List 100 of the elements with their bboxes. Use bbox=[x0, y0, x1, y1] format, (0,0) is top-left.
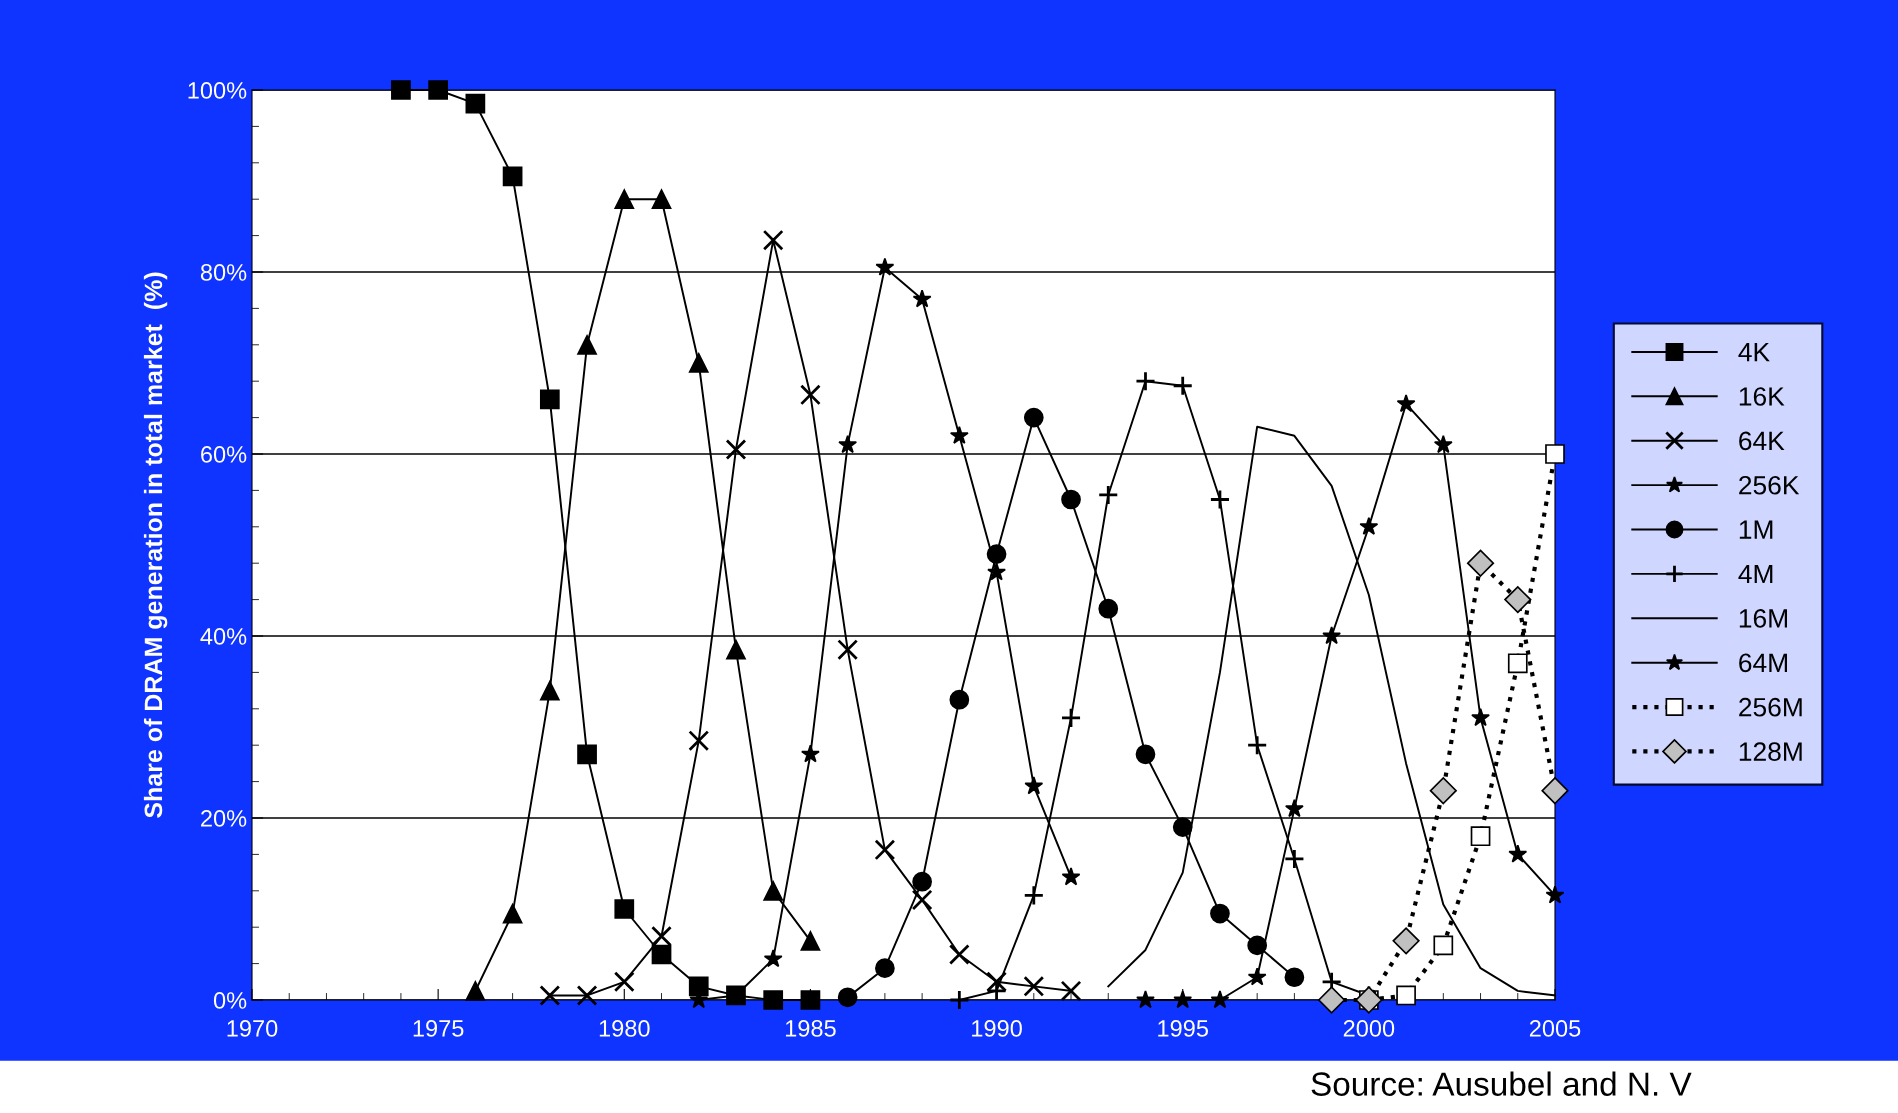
point bbox=[1545, 885, 1565, 904]
point bbox=[1396, 394, 1416, 413]
point bbox=[577, 334, 597, 355]
point bbox=[875, 958, 895, 979]
point bbox=[576, 985, 598, 1006]
point bbox=[613, 971, 635, 993]
point bbox=[874, 839, 896, 861]
point bbox=[875, 257, 895, 276]
point bbox=[763, 990, 784, 1010]
point bbox=[502, 166, 523, 187]
point bbox=[1355, 986, 1383, 1014]
point bbox=[614, 189, 635, 210]
point bbox=[428, 80, 449, 100]
point bbox=[1172, 817, 1193, 837]
x-tick-label: 1985 bbox=[785, 1020, 836, 1037]
legend-label: 256K bbox=[1739, 475, 1800, 495]
point bbox=[614, 899, 635, 919]
point bbox=[1172, 375, 1194, 397]
legend-label: 256M bbox=[1739, 697, 1802, 717]
y-tick-label: 0% bbox=[213, 992, 247, 1009]
y-axis-title: Share of DRAM generation in total market (%) bbox=[143, 272, 168, 818]
point bbox=[1508, 844, 1528, 863]
point bbox=[801, 744, 820, 763]
point bbox=[911, 889, 933, 911]
legend-label: 4M bbox=[1738, 564, 1773, 584]
point bbox=[762, 229, 784, 251]
point bbox=[1210, 990, 1230, 1009]
legend-label: 16M bbox=[1739, 609, 1787, 628]
point bbox=[1429, 777, 1457, 805]
point bbox=[1061, 867, 1081, 886]
point bbox=[912, 871, 932, 892]
point bbox=[465, 981, 486, 1001]
point bbox=[539, 985, 561, 1006]
point bbox=[465, 93, 486, 114]
legend-label: 128M bbox=[1739, 742, 1802, 761]
point bbox=[1097, 484, 1119, 506]
point bbox=[1098, 598, 1119, 619]
point bbox=[1392, 927, 1420, 955]
point bbox=[1433, 435, 1453, 454]
point bbox=[577, 744, 597, 765]
point bbox=[1246, 734, 1268, 756]
point bbox=[838, 435, 858, 454]
point bbox=[1284, 799, 1304, 818]
point bbox=[912, 289, 932, 308]
point bbox=[1284, 967, 1305, 988]
y-tick-label: 40% bbox=[200, 628, 247, 645]
point bbox=[502, 903, 523, 924]
point bbox=[837, 987, 858, 1008]
point bbox=[1545, 444, 1565, 464]
point bbox=[948, 989, 970, 1011]
point bbox=[651, 925, 672, 947]
legend-label: 4K bbox=[1738, 343, 1770, 362]
point bbox=[800, 384, 821, 406]
y-tick-label: 60% bbox=[201, 446, 247, 463]
x-tick-label: 2005 bbox=[1529, 1020, 1581, 1037]
point bbox=[949, 425, 969, 444]
point bbox=[1470, 826, 1491, 847]
point bbox=[763, 949, 783, 968]
point bbox=[1024, 776, 1044, 795]
point bbox=[949, 689, 970, 710]
y-tick-label: 20% bbox=[201, 810, 247, 827]
point bbox=[1060, 707, 1082, 729]
x-tick-label: 1970 bbox=[227, 1020, 278, 1037]
point bbox=[1466, 549, 1495, 577]
point bbox=[1541, 777, 1569, 805]
point bbox=[726, 639, 746, 660]
point bbox=[1247, 967, 1267, 986]
point bbox=[725, 439, 747, 460]
point bbox=[837, 639, 859, 661]
point bbox=[651, 189, 672, 210]
point bbox=[1322, 626, 1342, 645]
point bbox=[1136, 990, 1155, 1009]
point bbox=[1433, 935, 1454, 956]
point bbox=[1023, 407, 1044, 428]
point bbox=[651, 944, 672, 965]
point bbox=[688, 353, 709, 373]
x-tick-label: 1975 bbox=[413, 1020, 464, 1037]
legend-label: 64K bbox=[1739, 431, 1785, 451]
point bbox=[1504, 585, 1532, 614]
x-tick-label: 1980 bbox=[599, 1020, 650, 1037]
point bbox=[763, 880, 784, 901]
point bbox=[800, 930, 821, 951]
source-note: Source: Ausubel and N. V bbox=[1311, 1071, 1692, 1096]
legend-label: 16K bbox=[1739, 387, 1785, 406]
point bbox=[1359, 516, 1379, 535]
point bbox=[391, 80, 411, 100]
x-tick-label: 1995 bbox=[1158, 1020, 1208, 1037]
point bbox=[1061, 489, 1081, 510]
point bbox=[539, 389, 560, 410]
x-tick-label: 2000 bbox=[1343, 1020, 1395, 1037]
point bbox=[688, 730, 710, 752]
point bbox=[1396, 985, 1416, 1006]
point bbox=[1023, 975, 1045, 997]
point bbox=[1173, 990, 1193, 1009]
legend-label: 1M bbox=[1739, 520, 1773, 539]
point bbox=[688, 976, 709, 997]
point bbox=[1135, 744, 1156, 765]
legend-label: 64M bbox=[1739, 653, 1787, 673]
point bbox=[1060, 980, 1082, 1002]
point bbox=[1471, 708, 1490, 727]
